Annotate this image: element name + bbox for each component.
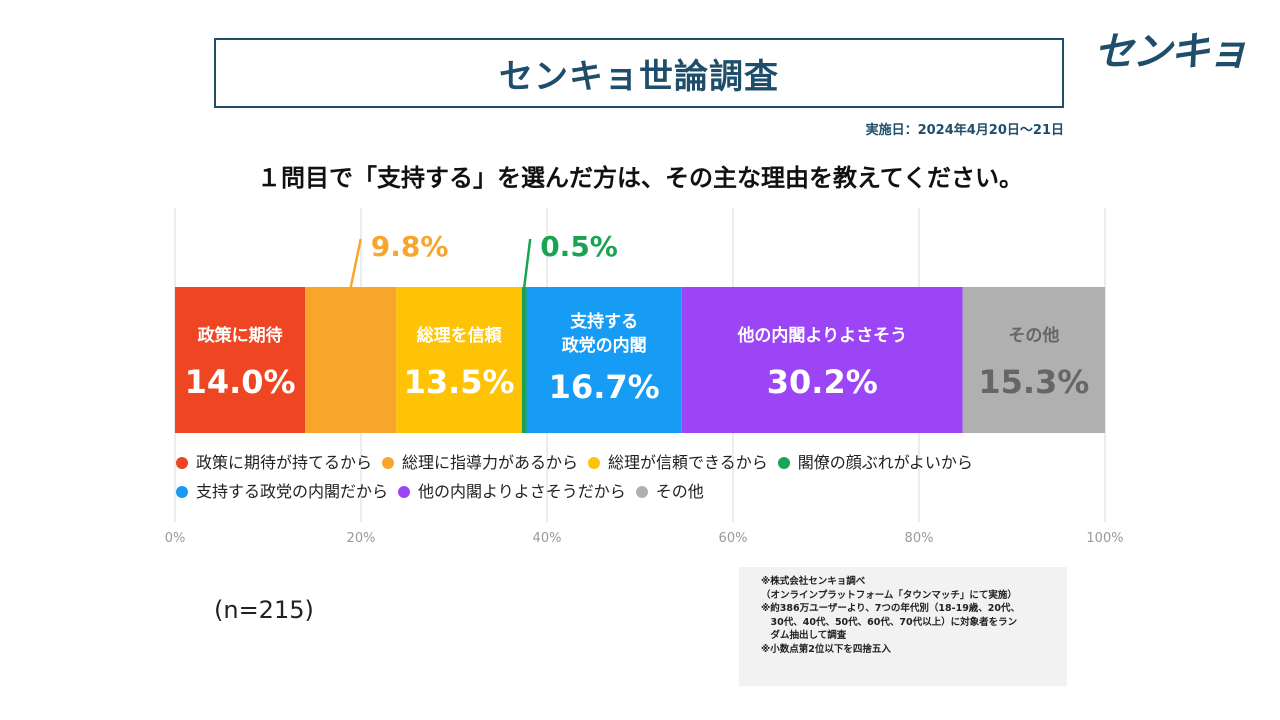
segment-category-label: 総理を信頼 — [417, 325, 503, 346]
legend-dot-icon — [588, 457, 600, 469]
callout-line — [351, 239, 361, 287]
bar-segment — [527, 287, 682, 433]
legend-label: その他 — [656, 477, 704, 506]
bar-segment — [396, 287, 522, 433]
legend-item: 政策に期待が持てるから — [176, 448, 372, 477]
x-tick-label: 20% — [347, 531, 376, 546]
legend-item: 他の内閣よりよさそうだから — [398, 477, 626, 506]
x-tick-label: 0% — [165, 531, 186, 546]
legend-label: 閣僚の顔ぶれがよいから — [798, 448, 973, 477]
note-line: ※小数点第2位以下を四捨五入 — [761, 643, 1057, 657]
bar-segment — [963, 287, 1105, 433]
bar-segment — [305, 287, 396, 433]
note-line: 30代、40代、50代、60代、70代以上）に対象者をラン — [761, 616, 1057, 630]
segment-value-label: 14.0% — [185, 363, 296, 401]
segment-category-label: 政党の内閣 — [562, 335, 647, 356]
legend-dot-icon — [176, 457, 188, 469]
bar-segment — [175, 287, 305, 433]
legend-label: 政策に期待が持てるから — [196, 448, 372, 477]
notes-box: ※株式会社センキョ調べ （オンラインプラットフォーム「タウンマッチ」にて実施） … — [739, 567, 1067, 686]
legend-label: 支持する政党の内閣だから — [196, 477, 388, 506]
segment-value-label: 15.3% — [978, 363, 1089, 401]
legend-dot-icon — [398, 486, 410, 498]
segment-category-label: その他 — [1008, 325, 1059, 346]
segment-value-label: 13.5% — [404, 363, 515, 401]
legend-row: 政策に期待が持てるから 総理に指導力があるから 総理が信頼できるから 閣僚の顔ぶれがよ… — [176, 448, 1096, 477]
legend-item: 総理に指導力があるから — [382, 448, 578, 477]
segment-category-label: 支持する — [570, 311, 638, 332]
callout-value-label: 9.8% — [371, 230, 449, 263]
legend-dot-icon — [636, 486, 648, 498]
sample-size: (n=215) — [214, 596, 314, 624]
segment-category-label: 政策に期待 — [198, 325, 283, 346]
legend-label: 総理が信頼できるから — [608, 448, 768, 477]
note-line: ※株式会社センキョ調べ — [761, 575, 1057, 589]
callout-line — [524, 239, 530, 287]
segment-value-label: 16.7% — [549, 368, 660, 406]
x-tick-label: 60% — [719, 531, 748, 546]
x-tick-label: 100% — [1086, 531, 1123, 546]
callout-value-label: 0.5% — [540, 230, 618, 263]
legend-dot-icon — [382, 457, 394, 469]
legend-item: 閣僚の顔ぶれがよいから — [778, 448, 973, 477]
legend-item: その他 — [636, 477, 704, 506]
note-line: ※約386万ユーザーより、7つの年代別（18-19歳、20代、 — [761, 602, 1057, 616]
bar-segment — [522, 287, 527, 433]
segment-category-label: 他の内閣よりよさそう — [736, 325, 907, 346]
x-tick-label: 40% — [533, 531, 562, 546]
bar-segment — [682, 287, 963, 433]
legend-label: 他の内閣よりよさそうだから — [418, 477, 626, 506]
note-line: （オンラインプラットフォーム「タウンマッチ」にて実施） — [761, 589, 1057, 603]
legend-dot-icon — [176, 486, 188, 498]
legend-dot-icon — [778, 457, 790, 469]
legend: 政策に期待が持てるから 総理に指導力があるから 総理が信頼できるから 閣僚の顔ぶれがよ… — [176, 448, 1096, 506]
x-tick-label: 80% — [905, 531, 934, 546]
segment-value-label: 30.2% — [767, 363, 878, 401]
legend-row: 支持する政党の内閣だから 他の内閣よりよさそうだから その他 — [176, 477, 1096, 506]
legend-label: 総理に指導力があるから — [402, 448, 578, 477]
note-line: ダム抽出して調査 — [761, 629, 1057, 643]
legend-item: 支持する政党の内閣だから — [176, 477, 388, 506]
legend-item: 総理が信頼できるから — [588, 448, 768, 477]
